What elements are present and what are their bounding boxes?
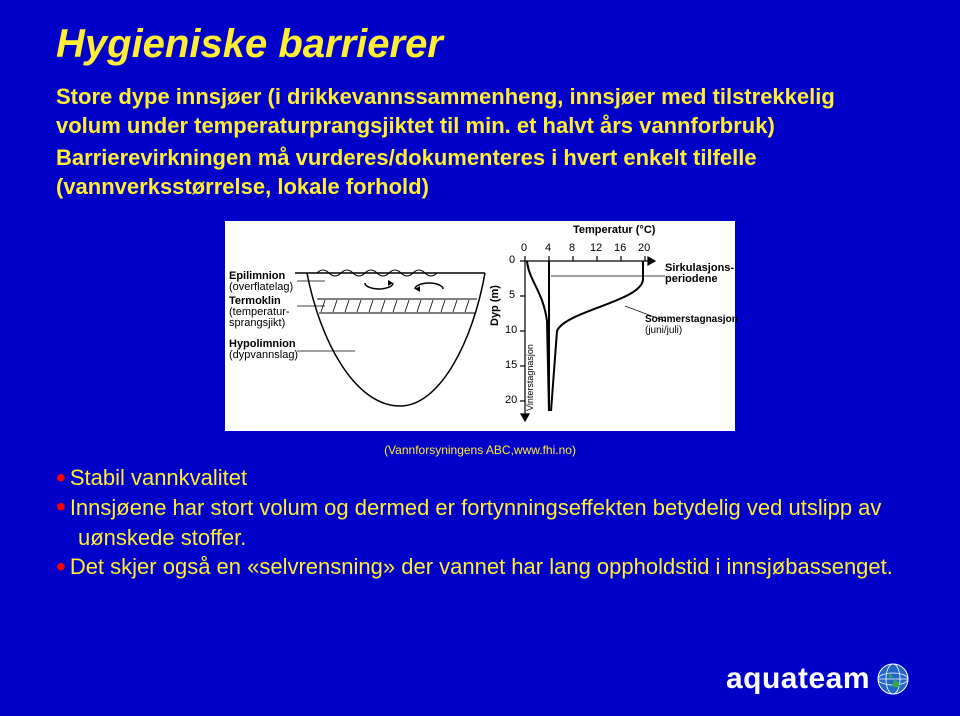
globe-icon [876, 662, 910, 696]
lake-stratification-diagram: Epilimnion (overflatelag) Termoklin (tem… [225, 221, 735, 431]
axis-temp-label: Temperatur (°C) [573, 225, 655, 237]
label-hypolimnion-sub: (dypvannslag) [229, 350, 298, 362]
bullet-1-text: Stabil vannkvalitet [70, 465, 247, 490]
paragraph-1: Store dype innsjøer (i drikkevannssammen… [56, 83, 904, 140]
label-winter: Vinterstagnasjon [526, 344, 535, 411]
bullet-2-text: Innsjøene har stort volum og dermed er f… [70, 495, 882, 550]
label-summer-1: Sommerstagnasjon [645, 315, 738, 326]
slide: Hygieniske barrierer Store dype innsjøer… [0, 0, 960, 716]
bullet-1: •Stabil vannkvalitet [56, 463, 904, 493]
slide-title: Hygieniske barrierer [56, 22, 904, 67]
footer-logo: aquateam [726, 662, 910, 696]
tick-x-0: 0 [521, 243, 527, 255]
tick-y-1: 5 [509, 290, 515, 302]
logo-text: aquateam [726, 662, 870, 696]
tick-x-1: 4 [545, 243, 551, 255]
tick-x-4: 16 [614, 243, 626, 255]
tick-x-2: 8 [569, 243, 575, 255]
label-circulation-2: periodene [665, 274, 718, 286]
bullet-2: •Innsjøene har stort volum og dermed er … [56, 493, 904, 552]
diagram-citation: (Vannforsyningens ABC,www.fhi.no) [56, 443, 904, 457]
axis-depth-label: Dyp (m) [490, 285, 502, 326]
bullet-dot-icon: • [56, 462, 66, 493]
tick-x-5: 20 [638, 243, 650, 255]
tick-y-4: 20 [505, 395, 517, 407]
tick-y-2: 10 [505, 325, 517, 337]
tick-y-3: 15 [505, 360, 517, 372]
bullet-dot-icon: • [56, 551, 66, 582]
bullet-list: •Stabil vannkvalitet •Innsjøene har stor… [56, 463, 904, 582]
bullet-3-text: Det skjer også en «selvrensning» der van… [70, 554, 893, 579]
diagram-container: Epilimnion (overflatelag) Termoklin (tem… [56, 221, 904, 431]
tick-y-0: 0 [509, 255, 515, 267]
bullet-3: •Det skjer også en «selvrensning» der va… [56, 552, 904, 582]
bullet-dot-icon: • [56, 491, 66, 522]
tick-x-3: 12 [590, 243, 602, 255]
label-termoklin-sub2: sprangsjikt) [229, 318, 285, 330]
paragraph-2: Barrierevirkningen må vurderes/dokumente… [56, 144, 904, 201]
label-epilimnion-sub: (overflatelag) [229, 282, 293, 294]
label-summer-2: (juni/juli) [645, 326, 682, 337]
